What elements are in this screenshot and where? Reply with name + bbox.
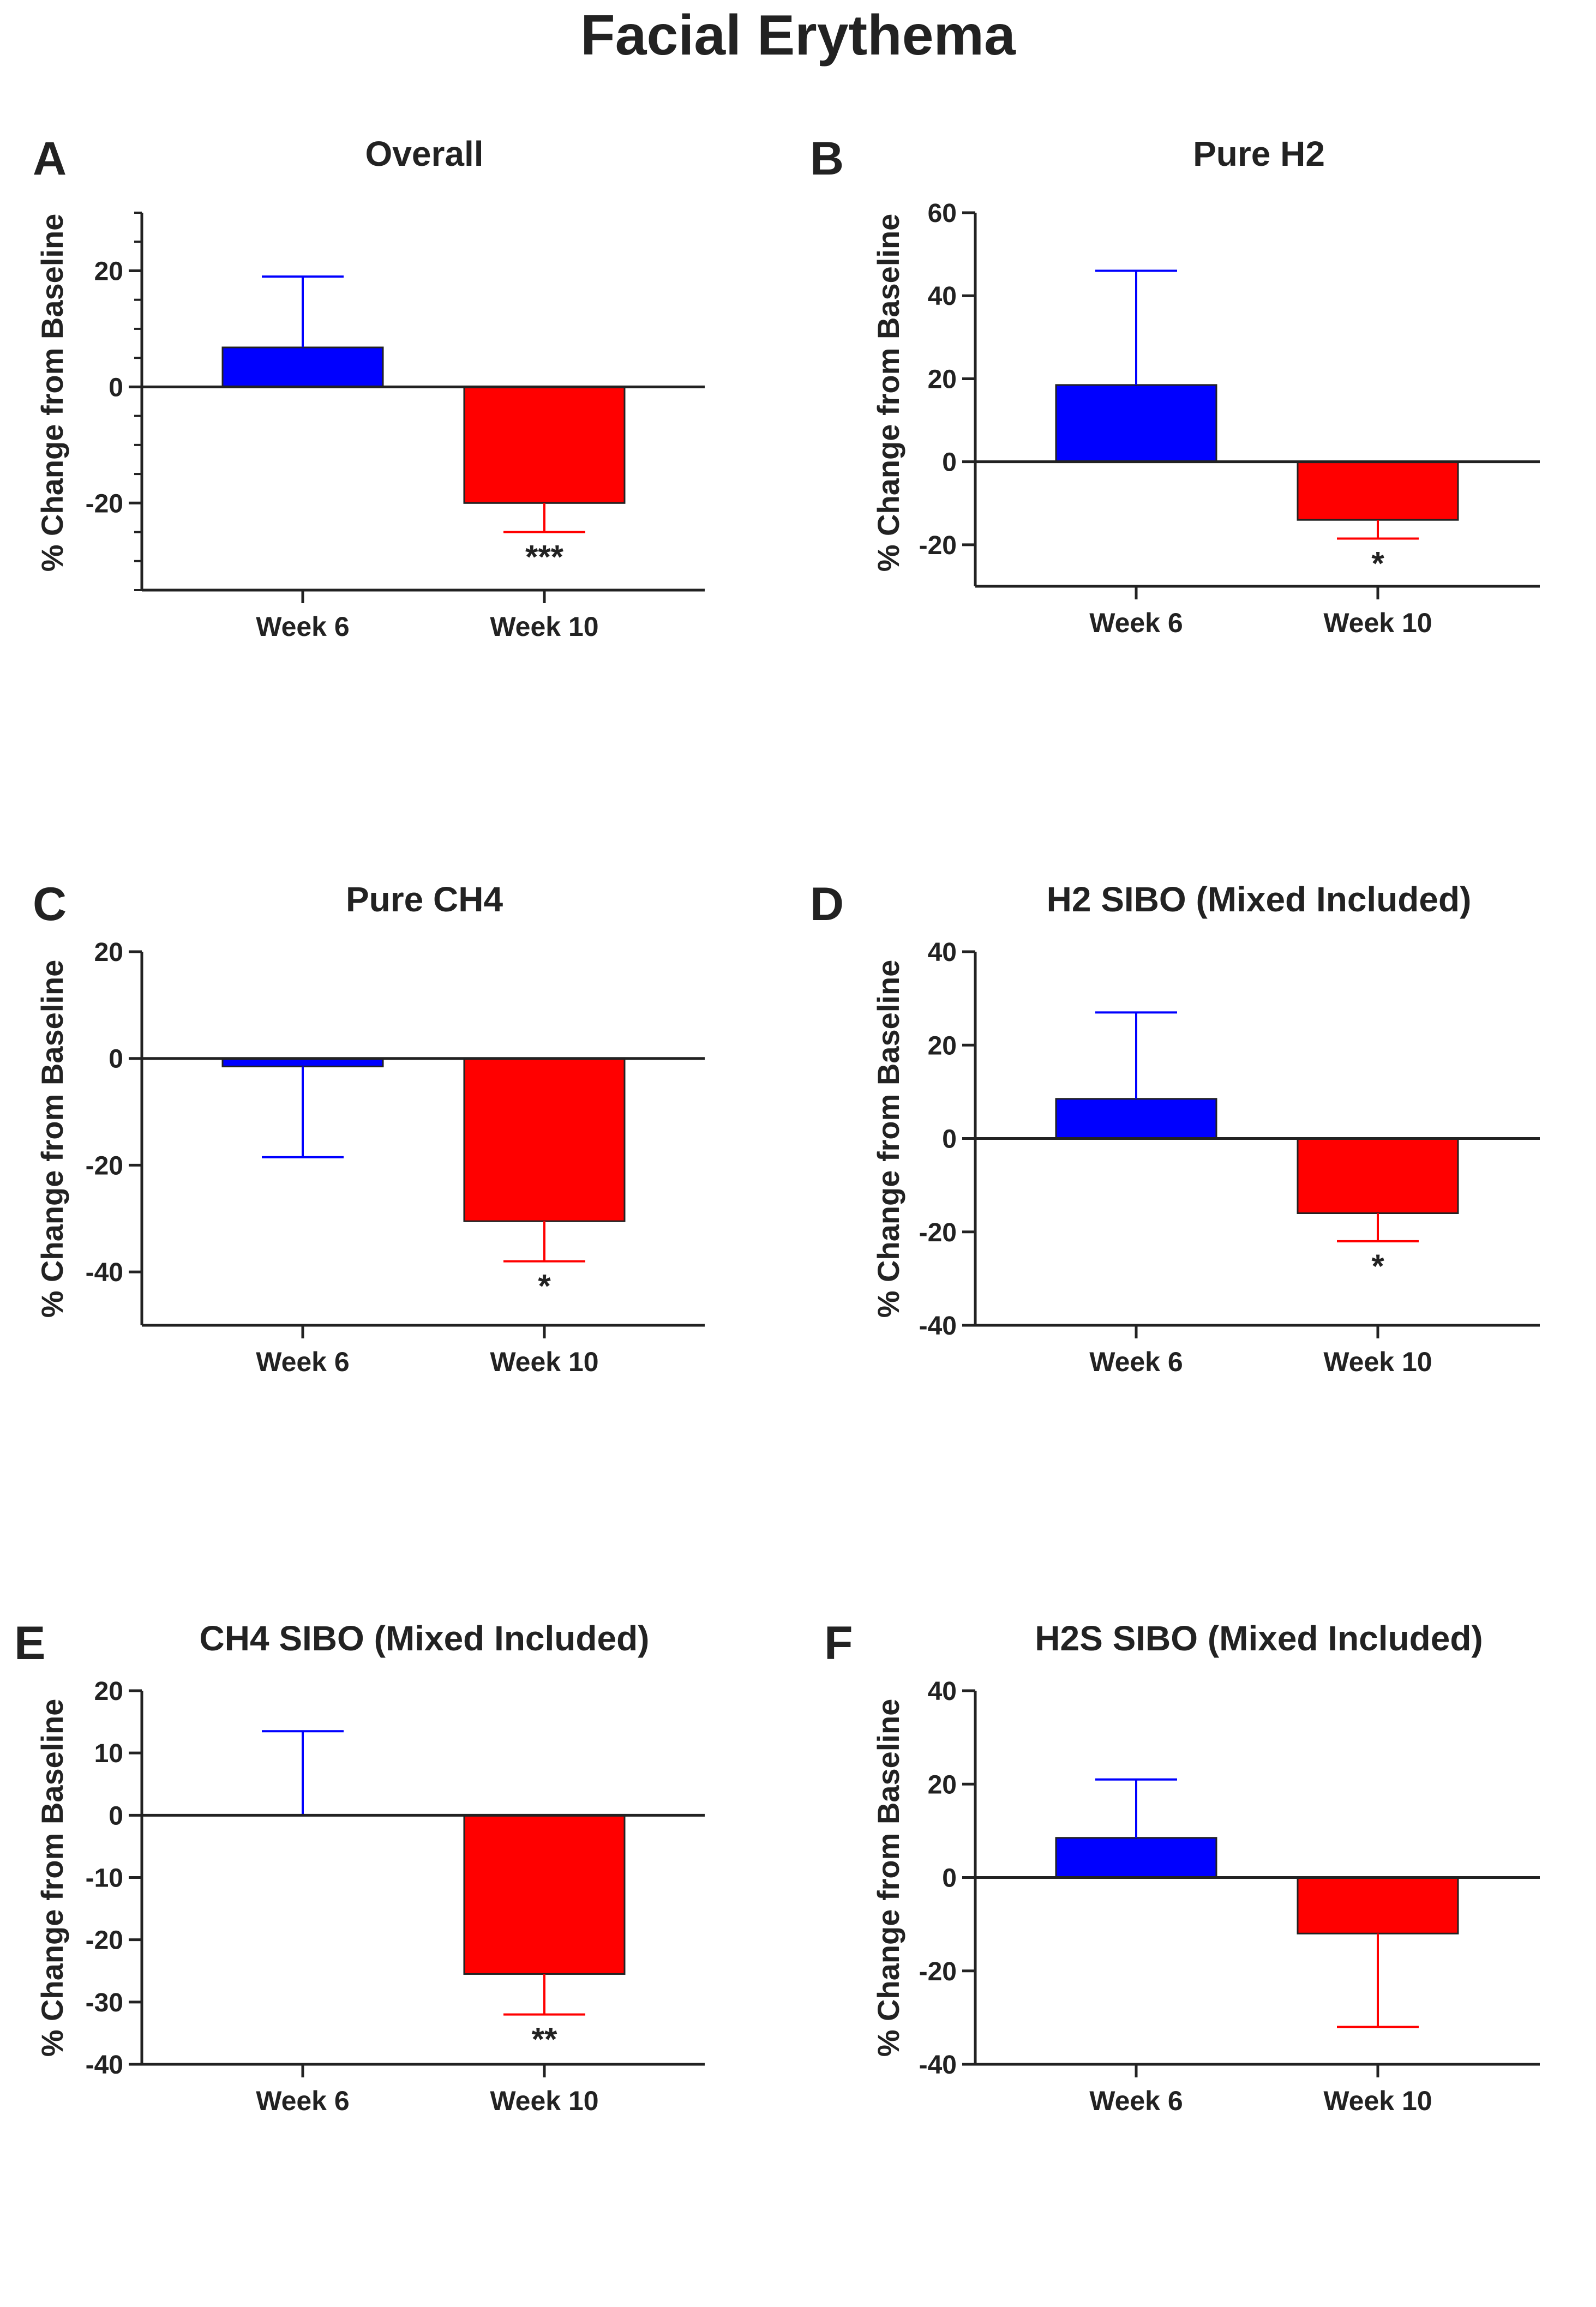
significance-marker: *** <box>525 539 564 575</box>
y-tick-label: -40 <box>86 2051 123 2080</box>
chart-plot-c: -40 -20 0 20 Week 6 Week 10 * <box>0 859 798 1568</box>
figure-title: Facial Erythema <box>0 4 1596 67</box>
y-tick-label: 20 <box>928 1770 957 1799</box>
y-tick-label: -20 <box>86 489 123 518</box>
x-tick-label: Week 6 <box>1089 608 1183 638</box>
y-tick-label: 10 <box>94 1739 123 1768</box>
y-tick-label: -40 <box>919 1312 957 1341</box>
significance-marker: ** <box>532 2021 557 2058</box>
x-tick-label: Week 6 <box>256 611 349 642</box>
y-tick-label: 40 <box>928 282 957 311</box>
y-tick-label: -20 <box>919 1957 957 1986</box>
bar <box>1298 1878 1458 1934</box>
bar <box>1056 1099 1216 1139</box>
y-tick-label: -40 <box>86 1258 123 1287</box>
y-tick-label: -20 <box>86 1926 123 1955</box>
chart-plot-e: -40 -30 -20 -10 0 10 20 Week 6 Week 10 ** <box>0 1598 798 2307</box>
x-tick-label: Week 10 <box>490 2086 598 2116</box>
y-tick-label: 40 <box>928 938 957 967</box>
y-tick-label: -40 <box>919 2051 957 2080</box>
chart-plot-b: -20 0 20 40 60 Week 6 Week 10 * <box>798 120 1596 829</box>
bar <box>464 1059 625 1221</box>
chart-plot-d: -40 -20 0 20 40 Week 6 Week 10 * <box>798 859 1596 1568</box>
x-tick-label: Week 6 <box>256 2086 349 2116</box>
x-tick-label: Week 6 <box>256 1347 349 1377</box>
bar <box>464 387 625 503</box>
x-tick-label: Week 10 <box>1323 608 1432 638</box>
y-tick-label: 0 <box>109 373 123 402</box>
y-tick-label: 0 <box>942 448 957 477</box>
bar <box>1056 1838 1216 1878</box>
significance-marker: * <box>1371 545 1384 581</box>
bar <box>1298 1139 1458 1213</box>
x-tick-label: Week 6 <box>1089 2086 1183 2116</box>
y-tick-label: 20 <box>928 365 957 394</box>
y-tick-label: -30 <box>86 1988 123 2017</box>
chart-panel-c: C Pure CH4 % Change from Baseline -40-20… <box>0 859 798 1568</box>
chart-plot-a: -20 0 20 Week 6 Week 10 *** <box>0 120 798 829</box>
y-tick-label: 60 <box>928 199 957 228</box>
x-tick-label: Week 6 <box>1089 1347 1183 1377</box>
bar <box>223 347 383 387</box>
y-tick-label: -20 <box>919 531 957 560</box>
y-tick-label: 0 <box>942 1864 957 1893</box>
y-tick-label: -20 <box>86 1151 123 1180</box>
chart-plot-f: -40 -20 0 20 40 Week 6 Week 10 <box>798 1598 1596 2307</box>
y-tick-label: -10 <box>86 1864 123 1893</box>
x-tick-label: Week 10 <box>490 1347 598 1377</box>
y-tick-label: 20 <box>94 1677 123 1706</box>
chart-panel-e: E CH4 SIBO (Mixed Included) % Change fro… <box>0 1598 798 2307</box>
y-tick-label: 20 <box>94 938 123 967</box>
bar <box>1298 462 1458 520</box>
y-tick-label: 20 <box>928 1031 957 1060</box>
chart-panel-d: D H2 SIBO (Mixed Included) % Change from… <box>798 859 1596 1568</box>
bar <box>1056 385 1216 462</box>
bar <box>464 1815 625 1974</box>
y-tick-label: 20 <box>94 257 123 286</box>
significance-marker: * <box>1371 1248 1384 1284</box>
x-tick-label: Week 10 <box>1323 2086 1432 2116</box>
x-tick-label: Week 10 <box>490 611 598 642</box>
y-tick-label: 0 <box>109 1045 123 1074</box>
y-tick-label: 40 <box>928 1677 957 1706</box>
significance-marker: * <box>538 1268 551 1305</box>
x-tick-label: Week 10 <box>1323 1347 1432 1377</box>
chart-panel-f: F H2S SIBO (Mixed Included) % Change fro… <box>798 1598 1596 2307</box>
y-tick-label: 0 <box>942 1125 957 1154</box>
y-tick-label: 0 <box>109 1801 123 1830</box>
y-tick-label: -20 <box>919 1218 957 1247</box>
